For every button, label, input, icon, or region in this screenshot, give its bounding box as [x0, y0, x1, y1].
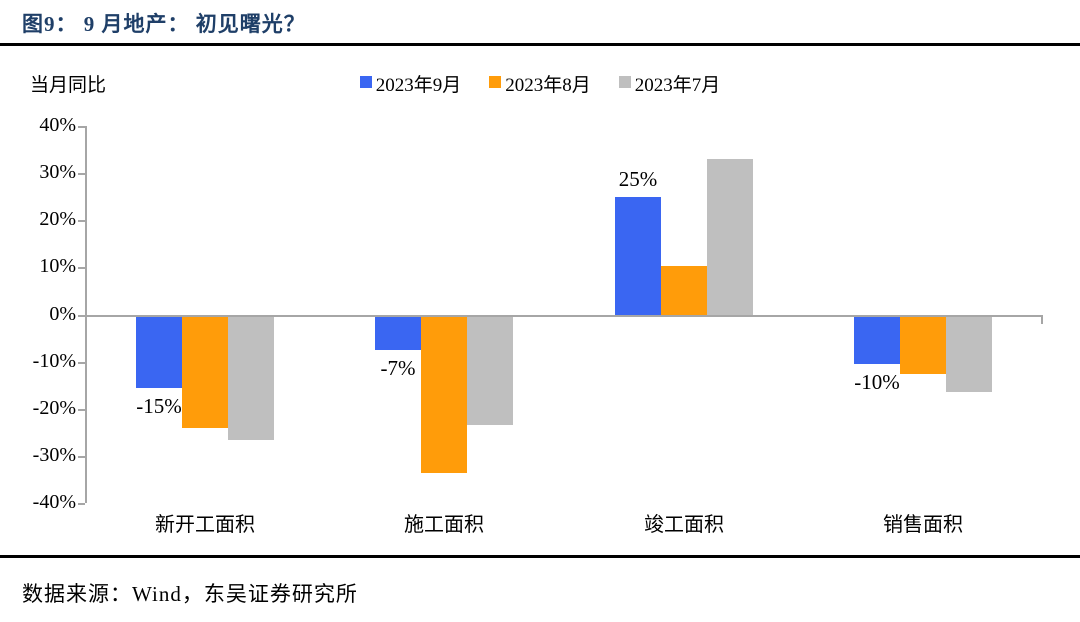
y-axis-tick	[78, 173, 85, 175]
y-axis-tick-label: 40%	[39, 114, 76, 136]
legend-item: 2023年8月	[489, 70, 591, 97]
legend-swatch-icon	[489, 76, 502, 88]
bar-2023年9月-施工面积	[375, 317, 421, 350]
x-axis-category-label: 新开工面积	[155, 514, 255, 536]
y-axis-tick-label: 30%	[39, 161, 76, 183]
bar-2023年7月-施工面积	[467, 317, 513, 425]
bar-data-label: -15%	[136, 394, 182, 418]
x-axis-category-label: 销售面积	[883, 514, 963, 536]
top-divider-rule	[0, 43, 1080, 46]
y-axis-tick-label: 20%	[39, 208, 76, 230]
y-axis-tick	[78, 503, 85, 505]
y-axis-tick-label: 10%	[39, 255, 76, 277]
bar-data-label: -7%	[380, 356, 416, 380]
legend-swatch-icon	[359, 76, 372, 88]
y-axis-line	[85, 126, 87, 503]
bar-2023年9月-销售面积	[854, 317, 900, 364]
zero-baseline	[85, 315, 1043, 317]
bar-2023年9月-竣工面积	[615, 197, 661, 315]
y-axis-tick-label: -10%	[32, 350, 76, 372]
data-source-note: 数据来源：Wind，东吴证券研究所	[22, 582, 358, 606]
bar-data-label: 25%	[618, 167, 658, 191]
bar-2023年8月-竣工面积	[661, 266, 707, 315]
bar-2023年8月-销售面积	[900, 317, 946, 374]
y-axis-tick	[78, 456, 85, 458]
legend-item: 2023年9月	[359, 70, 462, 97]
x-axis-end-tick	[1041, 315, 1043, 324]
y-axis-tick	[78, 315, 85, 317]
y-axis-tick-label: -20%	[32, 397, 76, 419]
bar-2023年8月-新开工面积	[182, 317, 228, 428]
bottom-divider-rule	[0, 555, 1080, 558]
bar-2023年9月-新开工面积	[136, 317, 182, 388]
x-axis-category-label: 施工面积	[404, 514, 484, 536]
bar-2023年7月-销售面积	[946, 317, 992, 392]
bar-data-label: -10%	[854, 370, 900, 394]
y-axis-tick	[78, 409, 85, 411]
y-axis-tick	[78, 362, 85, 364]
legend-item: 2023年7月	[618, 70, 721, 97]
bar-2023年8月-施工面积	[421, 317, 467, 473]
y-axis-tick	[78, 220, 85, 222]
legend-label: 2023年8月	[505, 75, 591, 96]
y-axis-tick-label: -30%	[32, 444, 76, 466]
x-axis-category-label: 竣工面积	[644, 514, 724, 536]
y-axis-tick-label: 0%	[49, 303, 76, 325]
y-axis-unit-note: 当月同比	[30, 75, 107, 96]
bar-2023年7月-竣工面积	[707, 159, 753, 315]
legend: 2023年9月 2023年8月 2023年7月	[0, 70, 1080, 97]
legend-swatch-icon	[618, 76, 631, 88]
figure-title: 图9： 9 月地产： 初见曙光？	[22, 12, 306, 36]
legend-label: 2023年7月	[634, 75, 721, 96]
y-axis-tick	[78, 126, 85, 128]
y-axis-tick	[78, 267, 85, 269]
y-axis-tick-label: -40%	[32, 491, 76, 513]
bar-2023年7月-新开工面积	[228, 317, 274, 440]
legend-label: 2023年9月	[375, 75, 462, 96]
